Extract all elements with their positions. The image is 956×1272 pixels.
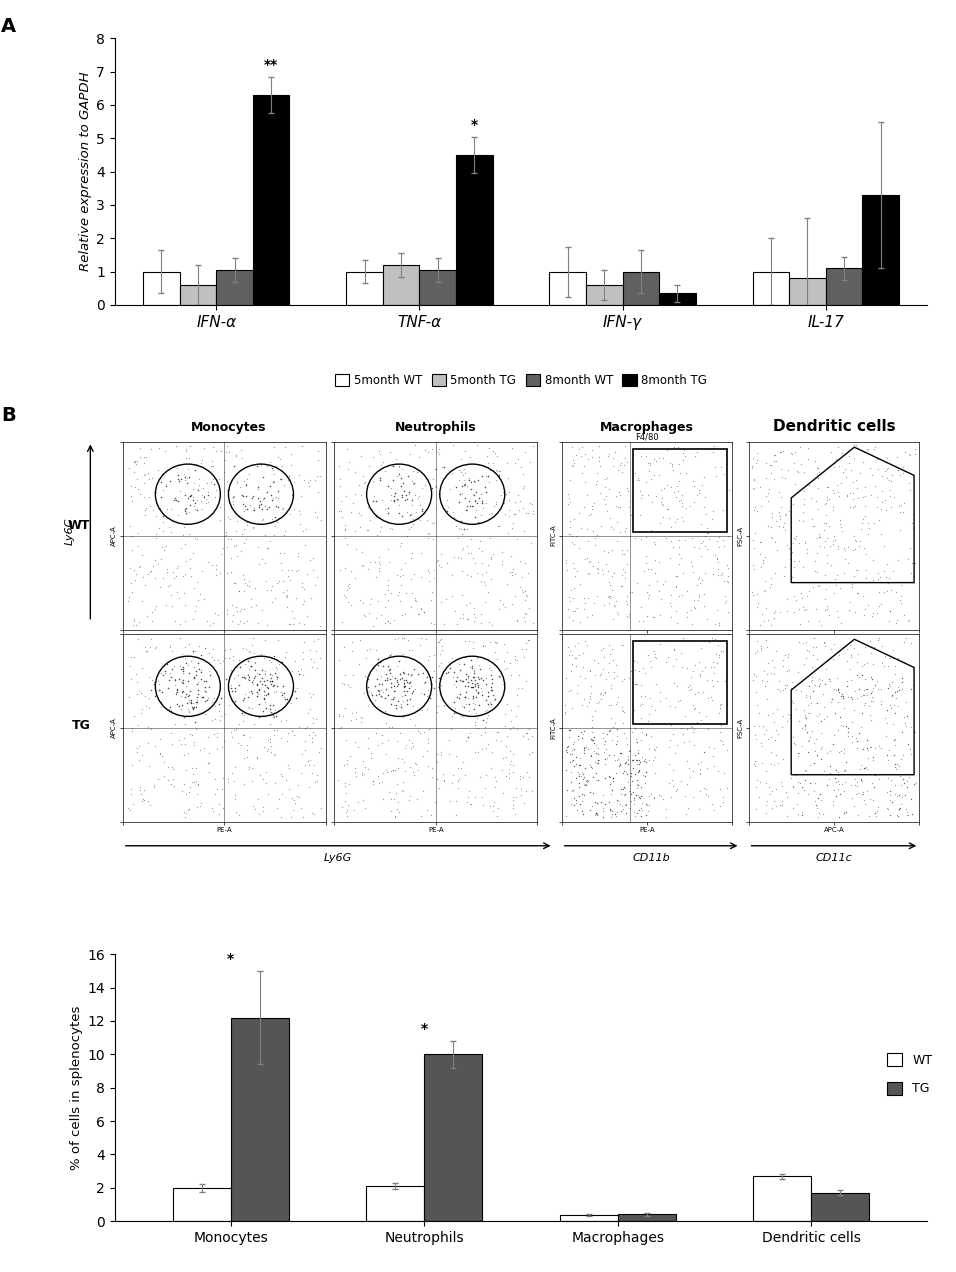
Text: *: *	[421, 1021, 428, 1035]
Bar	[550, 272, 586, 305]
Bar	[216, 270, 252, 305]
Bar	[659, 294, 696, 305]
Y-axis label: Relative expression to GAPDH: Relative expression to GAPDH	[79, 71, 92, 271]
Bar	[252, 95, 290, 305]
Bar	[618, 1215, 676, 1221]
Text: CD11c: CD11c	[815, 852, 852, 862]
Bar	[346, 272, 382, 305]
Text: A: A	[1, 17, 16, 36]
Text: Neutrophils: Neutrophils	[395, 421, 476, 434]
Text: *: *	[470, 117, 478, 131]
Text: Macrophages: Macrophages	[600, 421, 694, 434]
Bar	[586, 285, 622, 305]
Bar	[366, 1186, 424, 1221]
Bar	[230, 1018, 289, 1221]
Bar	[753, 1177, 812, 1221]
Bar	[382, 265, 420, 305]
Text: **: **	[264, 57, 278, 71]
Bar	[622, 272, 659, 305]
Bar	[143, 272, 180, 305]
Text: TG: TG	[72, 719, 90, 733]
Bar	[180, 285, 216, 305]
Bar	[456, 155, 492, 305]
Legend: 5month WT, 5month TG, 8month WT, 8month TG: 5month WT, 5month TG, 8month WT, 8month …	[330, 370, 712, 392]
Text: *: *	[228, 951, 234, 965]
Bar	[420, 270, 456, 305]
Y-axis label: % of cells in splenocytes: % of cells in splenocytes	[70, 1005, 83, 1170]
Bar	[826, 268, 862, 305]
Bar	[752, 272, 789, 305]
Text: Monocytes: Monocytes	[191, 421, 266, 434]
Text: Dendritic cells: Dendritic cells	[772, 418, 895, 434]
Bar	[812, 1193, 869, 1221]
Bar	[424, 1054, 483, 1221]
Bar	[862, 195, 899, 305]
Text: Ly6G: Ly6G	[324, 852, 353, 862]
Bar	[173, 1188, 230, 1221]
Bar	[789, 279, 826, 305]
Bar	[559, 1215, 618, 1221]
Text: B: B	[1, 406, 15, 425]
Text: CD11b: CD11b	[632, 852, 670, 862]
Text: WT: WT	[68, 519, 90, 532]
Text: Ly6C: Ly6C	[65, 518, 75, 546]
Legend: WT, TG: WT, TG	[882, 1048, 937, 1100]
